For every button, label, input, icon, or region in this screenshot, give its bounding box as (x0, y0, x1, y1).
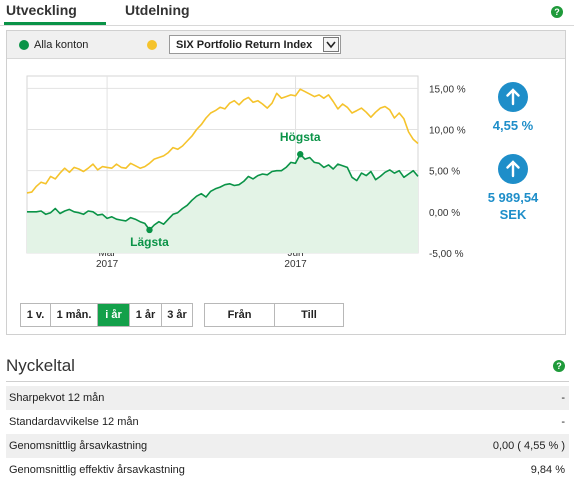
x-tick-label: Mar (98, 248, 116, 259)
key-figure-row: Sharpekvot 12 mån - (6, 386, 569, 410)
key-figure-row: Standardavvikelse 12 mån - (6, 410, 569, 434)
active-tab-indicator (4, 22, 106, 25)
key-figure-value: - (561, 392, 565, 404)
series-area (27, 154, 418, 253)
key-figure-label: Standardavvikelse 12 mån (9, 416, 139, 428)
high-label: Högsta (280, 130, 321, 144)
legend-bar: Alla konton SIX Portfolio Return Index (7, 31, 565, 59)
help-icon[interactable]: ? (551, 6, 563, 18)
chart-panel: Alla konton SIX Portfolio Return Index 1… (6, 30, 566, 335)
up-arrow-icon (498, 154, 528, 184)
performance-chart: 15,00 %10,00 %5,00 %0,00 %-5,00 %Mar2017… (26, 75, 466, 270)
tab-divider (0, 25, 574, 26)
return-currency: SEK (499, 207, 527, 222)
key-figure-row: Genomsnittlig effektiv årsavkastning 9,8… (6, 458, 569, 482)
return-amount: 5 989,54 (487, 190, 539, 205)
tab-bar: Utveckling Utdelning ? (0, 0, 574, 26)
y-tick-label: 10,00 % (429, 126, 466, 137)
key-figure-value: 0,00 ( 4,55 % ) (492, 440, 565, 452)
section-divider (6, 381, 569, 382)
x-tick-label: Jun (287, 248, 303, 259)
x-tick-sublabel: 2017 (96, 259, 119, 270)
from-date-button[interactable]: Från (205, 304, 275, 326)
chevron-down-icon[interactable] (323, 37, 339, 52)
y-tick-label: 5,00 % (429, 167, 460, 178)
to-date-button[interactable]: Till (301, 309, 317, 321)
key-figure-value: 9,84 % (530, 464, 565, 476)
low-label: Lägsta (130, 235, 169, 249)
tab-utveckling[interactable]: Utveckling (6, 2, 77, 18)
range-button-1v[interactable]: 1 v. (21, 304, 51, 326)
benchmark-dot-icon (147, 40, 157, 50)
range-button-1ar[interactable]: 1 år (130, 304, 162, 326)
x-tick-sublabel: 2017 (284, 259, 307, 270)
key-figure-row: Genomsnittlig årsavkastning 0,00 ( 4,55 … (6, 434, 569, 458)
key-figure-label: Genomsnittlig effektiv årsavkastning (9, 464, 185, 476)
y-tick-label: 15,00 % (429, 84, 466, 95)
range-button-ytd[interactable]: i år (98, 304, 130, 326)
benchmark-select[interactable]: SIX Portfolio Return Index (169, 35, 341, 54)
high-point-marker (297, 151, 304, 158)
key-figure-label: Genomsnittlig årsavkastning (9, 440, 148, 452)
key-figure-value: - (561, 416, 565, 428)
return-percent: 4,55 % (492, 118, 534, 133)
key-figure-label: Sharpekvot 12 mån (9, 392, 105, 404)
range-button-group: 1 v. 1 mån. i år 1 år 3 år (20, 303, 193, 327)
y-tick-label: 0,00 % (429, 208, 460, 219)
range-button-1man[interactable]: 1 mån. (51, 304, 98, 326)
range-button-3ar[interactable]: 3 år (167, 309, 187, 321)
benchmark-select-value: SIX Portfolio Return Index (176, 39, 313, 51)
low-point-marker (146, 226, 153, 234)
up-arrow-icon (498, 82, 528, 112)
section-title-nyckeltal: Nyckeltal (6, 356, 75, 375)
series-line-benchmark (26, 88, 419, 194)
help-icon[interactable]: ? (553, 360, 565, 372)
tab-utdelning[interactable]: Utdelning (125, 2, 190, 18)
y-tick-label: -5,00 % (429, 249, 464, 260)
series-line-alla-konton (27, 153, 419, 231)
date-button-group: Från Till (204, 303, 344, 327)
legend-label-alla-konton: Alla konton (34, 39, 89, 51)
series-dot-icon (19, 40, 29, 50)
